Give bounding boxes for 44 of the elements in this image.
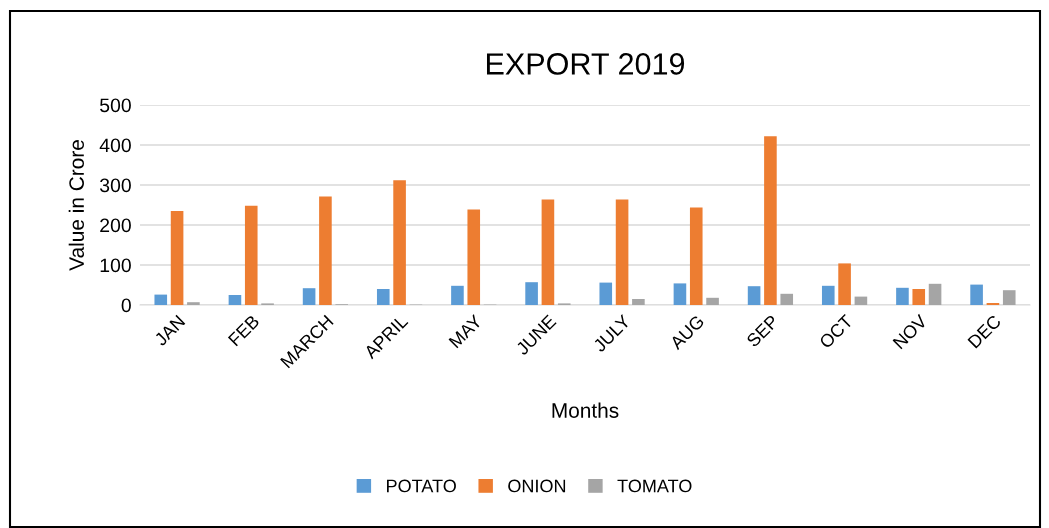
bar [673, 283, 687, 305]
bar [451, 285, 464, 305]
bar [615, 199, 629, 305]
bar [928, 283, 942, 305]
bar [764, 136, 777, 305]
bar [838, 263, 851, 305]
bar [302, 288, 316, 305]
bar [780, 293, 794, 305]
bar [170, 211, 184, 305]
y-tick-label: 100 [100, 258, 131, 273]
y-tick-label: 400 [99, 138, 131, 153]
bar [747, 286, 761, 305]
x-axis-title: Months [552, 402, 619, 418]
bar [187, 302, 200, 305]
bar [228, 295, 242, 305]
bar [599, 282, 613, 305]
bar [393, 180, 406, 305]
y-tick-label: 500 [100, 98, 131, 113]
bar [1002, 290, 1016, 305]
bar [896, 287, 909, 305]
bar [154, 294, 168, 305]
y-tick-label: 0 [121, 298, 131, 313]
y-tick-label: 300 [99, 178, 131, 193]
x-tick-label: FEB [227, 314, 260, 347]
bar [912, 289, 926, 305]
bar [970, 284, 983, 305]
bar [854, 296, 868, 305]
bar [467, 209, 481, 305]
chart-title: EXPORT 2019 [486, 53, 685, 75]
bar [244, 205, 258, 305]
bar [525, 282, 538, 305]
legend-label: POTATO [387, 479, 456, 493]
bar [706, 297, 719, 305]
bar [689, 207, 703, 305]
bar [821, 285, 835, 305]
bar [376, 289, 390, 305]
legend-label: ONION [508, 479, 566, 493]
legend-label: TOMATO [617, 479, 692, 493]
bar [632, 299, 645, 305]
x-tick-label: SEP [745, 314, 780, 348]
bar [541, 199, 555, 305]
y-tick-label: 200 [100, 218, 131, 233]
y-axis-title: Value in Crore [68, 140, 84, 271]
bar [319, 196, 332, 305]
